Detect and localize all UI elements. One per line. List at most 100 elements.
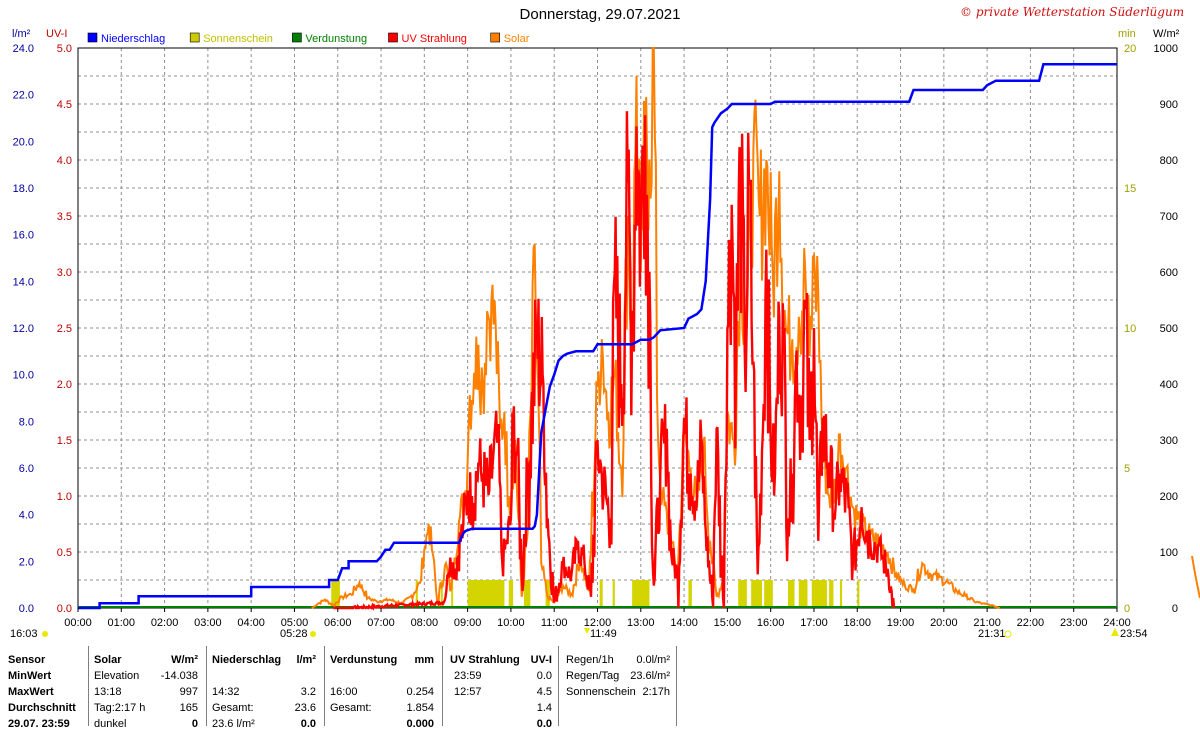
- solar-overflow-mark: [1191, 555, 1200, 599]
- x-tick-label: 00:00: [64, 617, 92, 629]
- sunshine-bar: [751, 580, 763, 608]
- x-tick-label: 18:00: [843, 617, 871, 629]
- rain-row-value: 0.0: [300, 718, 316, 730]
- rain-axis-tick: 12.0: [13, 323, 34, 335]
- table-header-sensor: Sensor: [8, 654, 46, 666]
- evap-row-time: Gesamt:: [330, 702, 372, 714]
- x-tick-label: 02:00: [151, 617, 179, 629]
- legend-swatch: [292, 32, 302, 43]
- table-header-solar: Solar: [94, 654, 122, 666]
- table-unit-evap: mm: [414, 654, 434, 666]
- table-separator: [558, 646, 559, 726]
- rain-axis-tick: 0.0: [19, 603, 34, 615]
- solar-row-time: Elevation: [94, 670, 140, 682]
- solar-axis-tick: 1000: [1154, 43, 1178, 55]
- solar-noon-icon: [584, 628, 590, 634]
- rain-axis-tick: 4.0: [19, 510, 34, 522]
- x-tick-label: 19:00: [887, 617, 915, 629]
- sunshine-bar: [451, 580, 454, 608]
- uv-row-value: 1.4: [536, 702, 552, 714]
- uv-axis-tick: 4.0: [57, 155, 72, 167]
- legend-label: Solar: [504, 33, 530, 45]
- x-tick-label: 08:00: [411, 617, 439, 629]
- rain-axis-tick: 2.0: [19, 556, 34, 568]
- uv-axis-tick: 3.0: [57, 267, 72, 279]
- uv-axis-tick: 3.5: [57, 211, 72, 223]
- legend-swatch: [490, 32, 501, 43]
- sunshine-bar: [331, 580, 340, 608]
- table-row-label: 29.07. 23:59: [8, 718, 70, 730]
- weather-chart: 00:00 01:00 02:00 03:00 04:00 05:00 06:00 07:00…: [10, 28, 1200, 640]
- extra-row-value: 23.6l/m²: [630, 670, 670, 682]
- x-tick-label: 13:00: [627, 617, 655, 629]
- solar-row-value: 997: [179, 686, 198, 698]
- sun-axis-tick: 0: [1124, 603, 1130, 615]
- solar-row-value: 165: [179, 702, 198, 714]
- rain-row-value: 23.6: [294, 702, 316, 714]
- solar-row-time: Tag:2:17 h: [94, 702, 146, 714]
- solar-axis-tick: 100: [1160, 547, 1178, 559]
- extra-row-value: 0.0l/m²: [636, 654, 670, 666]
- solar-axis-unit: W/m²: [1153, 28, 1180, 40]
- sunshine-bar: [415, 580, 418, 608]
- x-tick-label: 07:00: [367, 617, 395, 629]
- solar-axis-tick: 700: [1160, 211, 1178, 223]
- chart-legend: Niederschlag Sonnenschein Verdunstung UV St…: [87, 32, 530, 45]
- sunset-time: 21:31: [978, 628, 1006, 640]
- x-tick-label: 22:00: [1017, 617, 1045, 629]
- x-tick-label: 17:00: [800, 617, 828, 629]
- sun-axis-tick: 20: [1124, 43, 1136, 55]
- x-tick-label: 06:00: [324, 617, 352, 629]
- stats-table: Sensor MinWert MaxWert Durchschnitt 29.07. 2…: [0, 646, 1200, 730]
- table-header-uv: UV Strahlung: [450, 654, 520, 666]
- chart-axes: 00:00 01:00 02:00 03:00 04:00 05:00 06:00 07:00…: [13, 43, 1178, 629]
- rain-row-time: 14:32: [212, 686, 240, 698]
- uv-axis-tick: 5.0: [57, 43, 72, 55]
- rain-axis-tick: 24.0: [13, 43, 34, 55]
- moon-icon: [1111, 628, 1119, 636]
- solar-axis-tick: 200: [1160, 491, 1178, 503]
- rain-row-time: Gesamt:: [212, 702, 254, 714]
- x-tick-label: 23:00: [1060, 617, 1088, 629]
- uv-axis-tick: 1.0: [57, 491, 72, 503]
- table-unit-rain: l/m²: [296, 654, 316, 666]
- rain-axis-tick: 14.0: [13, 276, 34, 288]
- sunshine-bar: [612, 580, 615, 608]
- uv-row-time: 12:57: [454, 686, 482, 698]
- rain-series-line: [78, 63, 1117, 610]
- table-row-label: MinWert: [8, 670, 52, 682]
- table-header-rain: Niederschlag: [212, 654, 282, 666]
- rain-axis-tick: 20.0: [13, 136, 34, 148]
- extra-row-value: 2:17h: [642, 686, 670, 698]
- extra-row-label: Sonnenschein: [566, 686, 636, 698]
- x-tick-label: 12:00: [584, 617, 612, 629]
- extra-row-label: Regen/Tag: [566, 670, 620, 682]
- sunshine-bar: [523, 580, 531, 608]
- right-time-label: 23:54: [1120, 628, 1148, 640]
- sunshine-bar: [440, 580, 443, 608]
- table-separator: [206, 646, 207, 726]
- x-tick-label: 01:00: [108, 617, 136, 629]
- evap-row-value: 1.854: [406, 702, 434, 714]
- legend-swatch: [189, 32, 200, 43]
- solar-axis-tick: 300: [1160, 435, 1178, 447]
- rain-axis-unit: l/m²: [12, 28, 31, 40]
- solar-axis-tick: 500: [1160, 323, 1178, 335]
- sunrise-time: 05:28: [280, 628, 308, 640]
- rain-axis-tick: 8.0: [19, 416, 34, 428]
- sun-axis-tick: 5: [1124, 463, 1130, 475]
- x-tick-label: 16:00: [757, 617, 785, 629]
- table-row-label: Durchschnitt: [8, 702, 76, 714]
- rain-axis-tick: 10.0: [13, 370, 34, 382]
- chart-grid: [77, 47, 1118, 609]
- solar-row-time: 13:18: [94, 686, 122, 698]
- table-separator: [324, 646, 325, 726]
- uv-row-value: 0.0: [536, 670, 552, 682]
- table-separator: [442, 646, 443, 726]
- legend-label: Niederschlag: [101, 33, 165, 45]
- x-tick-label: 09:00: [454, 617, 482, 629]
- evap-row-value: 0.254: [406, 686, 434, 698]
- solar-row-value: 0: [191, 718, 198, 730]
- uv-axis-unit: UV-I: [46, 28, 67, 40]
- uv-row-time: 23:59: [454, 670, 482, 682]
